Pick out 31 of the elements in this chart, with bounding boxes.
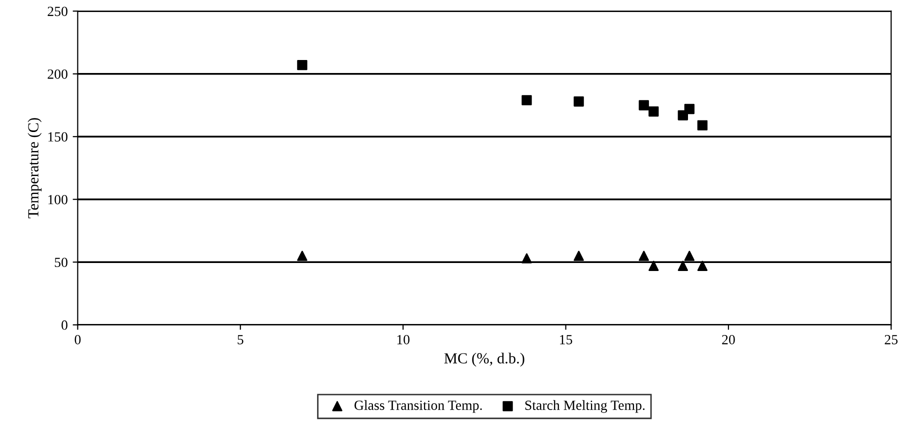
point bbox=[522, 95, 532, 106]
x-tick-label: 0 bbox=[74, 334, 81, 344]
x-axis-title: MC (%, d.b.) bbox=[444, 352, 524, 367]
y-tick-label: 100 bbox=[48, 194, 68, 204]
point bbox=[638, 100, 649, 110]
y-tick-label: 200 bbox=[48, 69, 68, 79]
x-tick-label: 15 bbox=[560, 335, 572, 344]
point bbox=[574, 250, 584, 261]
y-tick-label: 50 bbox=[54, 258, 68, 268]
y-tick-label: 150 bbox=[48, 132, 68, 142]
point bbox=[297, 250, 308, 261]
legend-label: Starch Melting Temp. bbox=[525, 400, 645, 413]
x-tick-label: 5 bbox=[238, 335, 244, 344]
point bbox=[648, 106, 659, 117]
point bbox=[678, 260, 688, 271]
point bbox=[697, 260, 708, 271]
point bbox=[697, 120, 708, 130]
point bbox=[684, 104, 694, 114]
x-tick-label: 10 bbox=[397, 334, 410, 344]
point bbox=[522, 253, 532, 264]
x-tick-label: 25 bbox=[884, 335, 898, 344]
y-tick-label: 0 bbox=[62, 320, 68, 330]
x-tick-label: 20 bbox=[722, 334, 735, 344]
y-axis-title: Temperature (C) bbox=[28, 118, 42, 218]
legend-label: Glass Transition Temp. bbox=[354, 400, 482, 413]
point bbox=[638, 250, 649, 261]
y-tick-label: 250 bbox=[48, 6, 68, 16]
point bbox=[648, 260, 659, 271]
point bbox=[297, 60, 308, 70]
point bbox=[574, 96, 584, 107]
point bbox=[684, 250, 694, 261]
